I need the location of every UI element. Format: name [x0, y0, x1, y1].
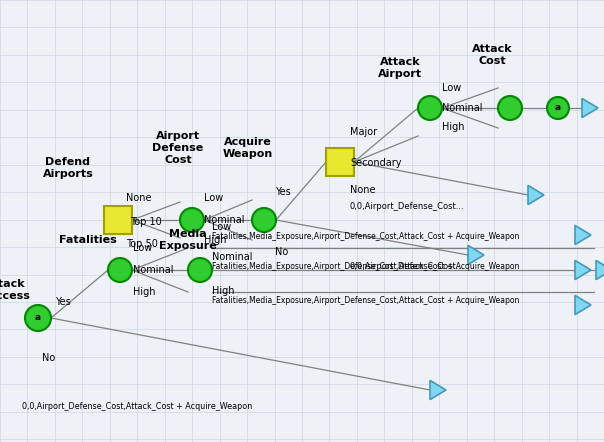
- Circle shape: [547, 97, 569, 119]
- Circle shape: [188, 258, 212, 282]
- Text: 0,0,Airport_Defense_Cost...: 0,0,Airport_Defense_Cost...: [350, 202, 464, 211]
- Circle shape: [108, 258, 132, 282]
- Text: Nominal: Nominal: [442, 103, 483, 113]
- Text: Fatalities,Media_Exposure,Airport_Defense_Cost,Attack_Cost + Acquire_Weapon: Fatalities,Media_Exposure,Airport_Defens…: [212, 296, 519, 305]
- Text: 0,0,Airport_Defense_Cost,Attack_Cost + Acquire_Weapon: 0,0,Airport_Defense_Cost,Attack_Cost + A…: [22, 402, 252, 411]
- Circle shape: [498, 96, 522, 120]
- Circle shape: [252, 208, 276, 232]
- Circle shape: [25, 305, 51, 331]
- Text: High: High: [204, 235, 226, 245]
- Polygon shape: [575, 225, 591, 244]
- Text: High: High: [212, 286, 234, 296]
- Text: No: No: [42, 353, 55, 363]
- Polygon shape: [575, 260, 591, 280]
- Polygon shape: [430, 381, 446, 400]
- Text: Major: Major: [350, 127, 377, 137]
- Text: Attack
Success: Attack Success: [0, 279, 30, 301]
- Text: Top 50: Top 50: [126, 239, 158, 249]
- Polygon shape: [468, 245, 484, 265]
- Text: Nominal: Nominal: [133, 265, 173, 275]
- Bar: [326, 148, 354, 176]
- Text: Acquire
Weapon: Acquire Weapon: [223, 137, 273, 159]
- Text: Defend
Airports: Defend Airports: [43, 157, 94, 179]
- Text: Low: Low: [212, 222, 231, 232]
- Text: 0,0,Airport_Defense_Cost...: 0,0,Airport_Defense_Cost...: [350, 262, 464, 271]
- Text: Low: Low: [133, 243, 152, 253]
- Text: High: High: [442, 122, 464, 132]
- Circle shape: [180, 208, 204, 232]
- Text: None: None: [350, 185, 376, 195]
- Text: Attack
Airport: Attack Airport: [378, 57, 422, 79]
- Polygon shape: [528, 185, 544, 205]
- Text: a: a: [555, 103, 561, 113]
- Text: None: None: [126, 193, 152, 203]
- Text: Attack
Cost: Attack Cost: [472, 44, 512, 66]
- Text: a: a: [35, 313, 41, 323]
- Text: Nominal: Nominal: [204, 215, 245, 225]
- Text: Top 10: Top 10: [130, 217, 162, 227]
- Polygon shape: [575, 295, 591, 315]
- Text: No: No: [275, 247, 288, 257]
- Polygon shape: [596, 260, 604, 280]
- Text: Nominal: Nominal: [212, 252, 252, 262]
- Text: Fatalities: Fatalities: [59, 235, 117, 245]
- Text: High: High: [133, 287, 155, 297]
- Text: Low: Low: [442, 83, 461, 93]
- Text: Yes: Yes: [275, 187, 291, 197]
- Text: Fatalities,Media_Exposure,Airport_Defense_Cost,Attack_Cost + Acquire_Weapon: Fatalities,Media_Exposure,Airport_Defens…: [212, 232, 519, 241]
- Text: Fatalities,Media_Exposure,Airport_Defense_Cost,Attack_Cost + Acquire_Weapon: Fatalities,Media_Exposure,Airport_Defens…: [212, 262, 519, 271]
- Text: Media
Exposure: Media Exposure: [159, 229, 217, 251]
- Text: Yes: Yes: [55, 297, 71, 307]
- Bar: [104, 206, 132, 234]
- Text: Airport
Defense
Cost: Airport Defense Cost: [152, 131, 204, 164]
- Polygon shape: [582, 99, 598, 118]
- Text: Secondary: Secondary: [350, 158, 402, 168]
- Circle shape: [418, 96, 442, 120]
- Text: Low: Low: [204, 193, 223, 203]
